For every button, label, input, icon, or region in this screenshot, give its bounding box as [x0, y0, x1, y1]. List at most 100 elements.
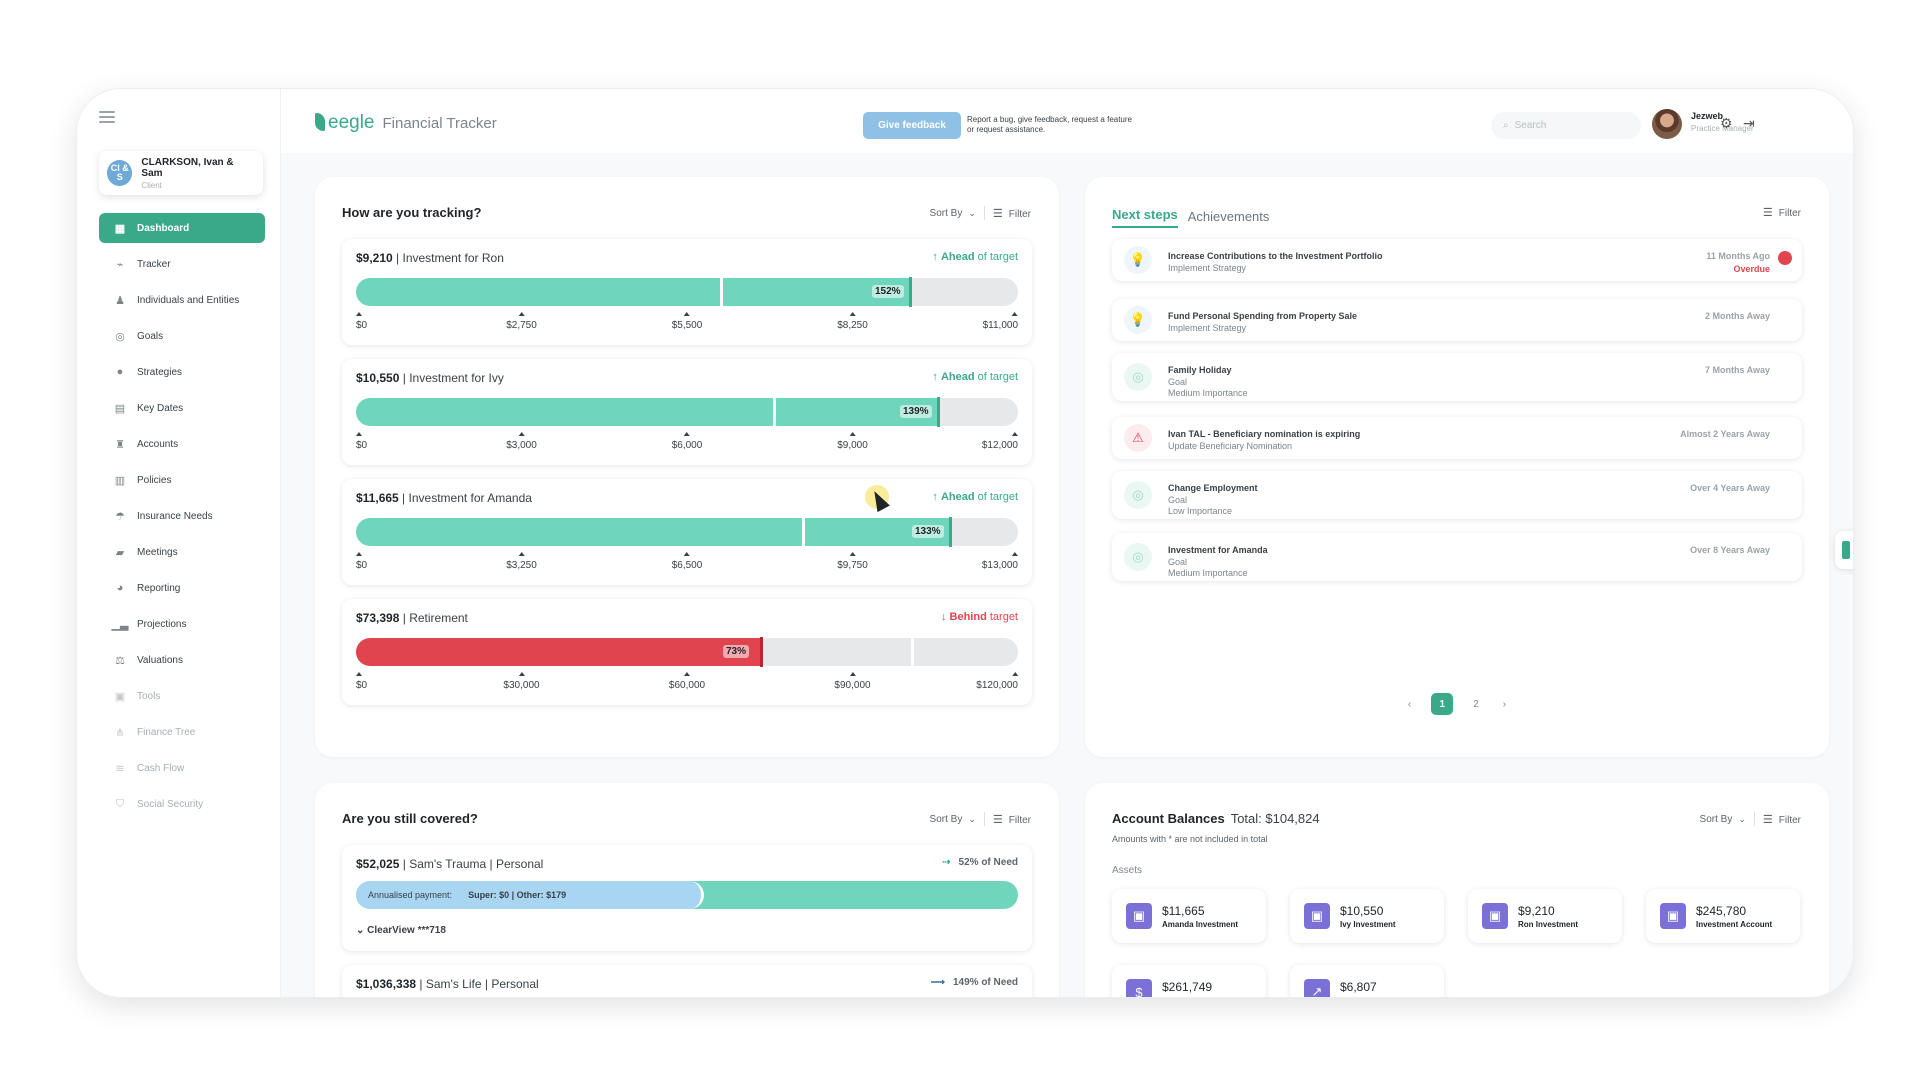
status-rest: target: [989, 611, 1018, 623]
status-word: Ahead: [940, 371, 975, 383]
step-due: Over 8 Years Away: [1690, 545, 1770, 555]
account-value: $6,807: [1340, 979, 1377, 994]
coverage-heading: $52,025 | Sam's Trauma | Personal: [356, 857, 544, 871]
sidebar-item-goals[interactable]: ◎ Goals: [99, 321, 265, 351]
account-card[interactable]: ▣ $9,210 Ron Investment: [1468, 889, 1622, 943]
sidebar-item-tracker[interactable]: ⌁ Tracker: [99, 249, 265, 279]
tick-label: $9,750: [837, 560, 868, 571]
sidebar-item-tools[interactable]: ▣ Tools: [99, 681, 265, 711]
tab-achievements[interactable]: Achievements: [1187, 209, 1270, 224]
sidebar-item-projections[interactable]: ▁▃ Projections: [99, 609, 265, 639]
next-step-item[interactable]: ◎ Change Employment Goal Low Importance O…: [1112, 471, 1802, 519]
warning-icon: ⚠: [1124, 424, 1152, 452]
page-button[interactable]: 2: [1473, 698, 1479, 710]
tracker-status: ↑ Ahead of target: [932, 251, 1018, 263]
next-step-item[interactable]: ◎ Investment for Amanda Goal Medium Impor…: [1112, 533, 1802, 581]
overdue-dot-icon: [1778, 251, 1792, 265]
sidebar-nav: ▦ Dashboard ⌁ Tracker ♟ Individuals and Entit…: [99, 213, 265, 825]
pulse-icon: ⌁: [116, 258, 124, 271]
coverage-card[interactable]: $1,036,338 | Sam's Life | Personal ⟶ 149%…: [342, 965, 1032, 997]
next-step-item[interactable]: ⚠ Ivan TAL - Beneficiary nomination is e…: [1112, 417, 1802, 459]
sort-label: Sort By: [1699, 813, 1733, 825]
tick-label: $9,000: [837, 440, 868, 451]
progress-bar: [356, 398, 1018, 426]
tab-next-steps[interactable]: Next steps: [1112, 207, 1178, 228]
next-step-item[interactable]: 💡 Increase Contributions to the Investme…: [1112, 239, 1802, 281]
account-card[interactable]: ▣ $11,665 Amanda Investment: [1112, 889, 1266, 943]
filter-label: Filter: [1008, 814, 1031, 826]
search-input[interactable]: ⌕ Search: [1491, 112, 1641, 139]
coverage-card[interactable]: $52,025 | Sam's Trauma | Personal ⇢ 52% o…: [342, 845, 1032, 951]
filter-button[interactable]: ☰ Filter: [993, 207, 1031, 220]
tracker-card[interactable]: $9,210 | Investment for Ron ↑ Ahead of t…: [342, 239, 1032, 345]
sidebar-item-dashboard[interactable]: ▦ Dashboard: [99, 213, 265, 243]
sidebar-item-label: Strategies: [137, 366, 183, 378]
next-step-item[interactable]: ◎ Family Holiday Goal Medium Importance 7…: [1112, 353, 1802, 401]
account-value: $10,550: [1340, 903, 1384, 918]
arrow-right-icon: ⇢: [942, 857, 951, 868]
sidebar-item-policies[interactable]: ▥ Policies: [99, 465, 265, 495]
coverage-name: Sam's Life: [425, 977, 482, 991]
client-name: CLARKSON, Ivan & Sam: [141, 156, 234, 179]
coverage-amount: $1,036,338: [356, 977, 417, 991]
provider-label: ClearView ***718: [367, 925, 446, 936]
target-marker: [802, 518, 805, 546]
sidebar-item-valuations[interactable]: ⚖ Valuations: [99, 645, 265, 675]
step-title: Fund Personal Spending from Property Sal…: [1168, 311, 1358, 321]
sidebar-item-insurance-needs[interactable]: ☂ Insurance Needs: [99, 501, 265, 531]
logout-icon[interactable]: ⇥: [1743, 115, 1755, 131]
tracker-card[interactable]: $73,398 | Retirement ↓ Behind target 73%…: [342, 599, 1032, 705]
account-card[interactable]: ▣ $245,780 Investment Account: [1646, 889, 1800, 943]
sort-by-dropdown[interactable]: Sort By ⌄: [930, 208, 976, 219]
sidebar-item-social-security[interactable]: ⛉ Social Security: [99, 789, 265, 819]
tracker-card[interactable]: $11,665 | Investment for Amanda ↑ Ahead …: [342, 479, 1032, 585]
tick-label: $0: [356, 320, 368, 331]
progress-fill: [356, 278, 910, 306]
step-title: Investment for Amanda: [1168, 545, 1268, 555]
money-bag-icon: $: [1126, 979, 1152, 997]
user-avatar[interactable]: [1652, 109, 1682, 139]
arrow-up-icon: ↑: [932, 251, 938, 263]
brand-name: eegle: [328, 112, 375, 133]
sidebar-item-finance-tree[interactable]: ⋔ Finance Tree: [99, 717, 265, 747]
filter-button[interactable]: ☰ Filter: [1763, 813, 1801, 826]
side-drawer-toggle[interactable]: [1835, 531, 1853, 569]
sidebar-item-label: Projections: [137, 618, 187, 630]
sidebar-item-strategies[interactable]: ● Strategies: [99, 357, 265, 387]
search-placeholder: Search: [1514, 120, 1547, 131]
arrow-right-icon: ⟶: [930, 977, 945, 988]
coverage-type: Personal: [491, 977, 539, 991]
account-card[interactable]: $ $261,749 Ivan Super: [1112, 965, 1266, 997]
next-step-item[interactable]: 💡 Fund Personal Spending from Property S…: [1112, 299, 1802, 341]
give-feedback-button[interactable]: Give feedback: [863, 112, 961, 139]
tracker-card[interactable]: $10,550 | Investment for Ivy ↑ Ahead of …: [342, 359, 1032, 465]
provider-toggle[interactable]: ⌄ ClearView ***718: [356, 925, 446, 936]
menu-icon[interactable]: [99, 111, 115, 123]
client-selector[interactable]: Cl & S CLARKSON, Ivan & Sam Client: [99, 151, 263, 195]
prev-page-button[interactable]: ‹: [1407, 698, 1412, 710]
gear-icon[interactable]: ⚙: [1720, 115, 1733, 131]
tracker-heading: $9,210 | Investment for Ron: [356, 251, 504, 265]
filter-button[interactable]: ☰ Filter: [1763, 206, 1801, 219]
filter-button[interactable]: ☰ Filter: [993, 813, 1031, 826]
axis-tick: $6,500: [672, 552, 702, 571]
sort-by-dropdown[interactable]: Sort By ⌄: [1700, 814, 1746, 825]
sidebar-item-reporting[interactable]: ◕ Reporting: [99, 573, 265, 603]
next-page-button[interactable]: ›: [1502, 698, 1507, 710]
sidebar-item-individuals-and-entities[interactable]: ♟ Individuals and Entities: [99, 285, 265, 315]
page-button[interactable]: 1: [1431, 693, 1454, 715]
account-card[interactable]: ↗ $6,807 CommSec Account: [1290, 965, 1444, 997]
sidebar-item-cash-flow[interactable]: ≋ Cash Flow: [99, 753, 265, 783]
chevron-down-icon: ⌄: [968, 207, 976, 218]
sidebar-item-meetings[interactable]: ▰ Meetings: [99, 537, 265, 567]
sidebar-item-label: Cash Flow: [137, 762, 185, 774]
sort-label: Sort By: [929, 207, 963, 219]
account-name: CommSec Account: [1340, 996, 1413, 998]
brand-logo[interactable]: eegle Financial Tracker: [315, 110, 497, 134]
sidebar-item-accounts[interactable]: ♜ Accounts: [99, 429, 265, 459]
progress-axis: $0 $30,000 $60,000 $90,000 $120,000: [356, 672, 1018, 698]
sort-by-dropdown[interactable]: Sort By ⌄: [930, 814, 976, 825]
sidebar-item-key-dates[interactable]: ▤ Key Dates: [99, 393, 265, 423]
axis-tick: $3,000: [506, 432, 537, 451]
account-card[interactable]: ▣ $10,550 Ivy Investment: [1290, 889, 1444, 943]
